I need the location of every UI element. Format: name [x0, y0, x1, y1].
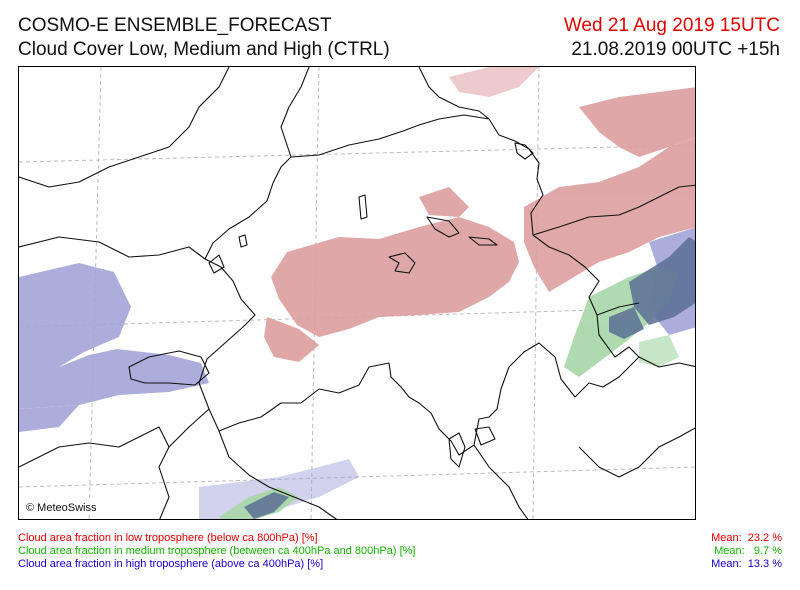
legend-low-mean: Mean: 23.2 %: [711, 532, 782, 544]
legend-high-label: Cloud area fraction in high troposphere …: [18, 558, 324, 570]
legend-high-mean: Mean: 13.3 %: [711, 558, 782, 570]
copyright-label: © MeteoSwiss: [23, 501, 100, 515]
legend-low-label: Cloud area fraction in low troposphere (…: [18, 532, 318, 544]
legend-medium-mean: Mean: 9.7 %: [714, 545, 782, 557]
country-borders: [19, 67, 695, 519]
forecast-map: © MeteoSwiss: [18, 66, 696, 520]
legend-row-low: Cloud area fraction in low troposphere (…: [18, 532, 782, 545]
time-info: Wed 21 Aug 2019 15UTC 21.08.2019 00UTC +…: [564, 14, 780, 62]
legend-row-high: Cloud area fraction in high troposphere …: [18, 558, 782, 571]
legend-row-medium: Cloud area fraction in medium tropospher…: [18, 545, 782, 558]
low-cloud-layer: [264, 67, 695, 362]
map-canvas: [19, 67, 695, 519]
legend-medium-label: Cloud area fraction in medium tropospher…: [18, 545, 416, 557]
legend: Cloud area fraction in low troposphere (…: [18, 532, 782, 571]
chart-title: COSMO-E ENSEMBLE_FORECAST Cloud Cover Lo…: [18, 14, 390, 62]
product-title: Cloud Cover Low, Medium and High (CTRL): [18, 39, 390, 60]
overlap-cloud-layer: [244, 237, 695, 519]
run-time: 21.08.2019 00UTC +15h: [571, 39, 780, 60]
valid-time: Wed 21 Aug 2019 15UTC: [563, 15, 780, 36]
model-title: COSMO-E ENSEMBLE_FORECAST: [18, 15, 332, 36]
